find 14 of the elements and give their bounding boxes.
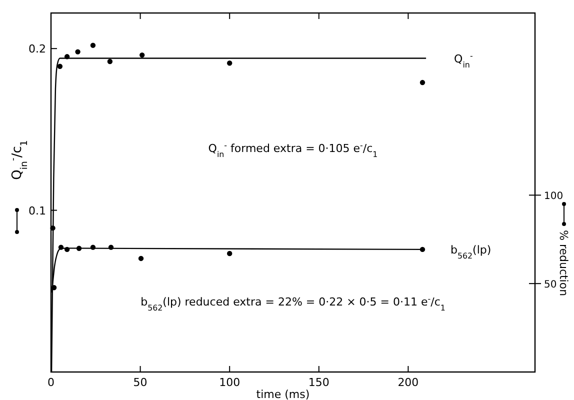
- y-tick-label: 0.2: [28, 42, 46, 56]
- x-tick-label: 200: [398, 376, 419, 389]
- annotation: Q$_{in}$$^{-}$ formed extra = 0·105 e$^{-}$/c$_{1}$: [208, 140, 378, 159]
- y2-axis-title: % reduction: [557, 230, 570, 296]
- x-tick-label: 150: [308, 376, 330, 389]
- y-tick-label: 0.1: [28, 204, 46, 218]
- x-tick-label: 100: [219, 376, 240, 389]
- text: b$_{562}$(lp): [450, 243, 492, 260]
- x-axis-title: time (ms): [256, 388, 310, 400]
- y2-tick-label: 50: [544, 280, 557, 291]
- y2-tick-label: 100: [544, 191, 564, 202]
- x-tick-label: 50: [133, 376, 148, 389]
- annotation: b$_{562}$(lp) reduced extra = 22% = 0·22 × 0·5 = 0·11 e$^{-}$/c$_{1}$: [140, 294, 446, 312]
- x-tick-label: 0: [48, 376, 54, 389]
